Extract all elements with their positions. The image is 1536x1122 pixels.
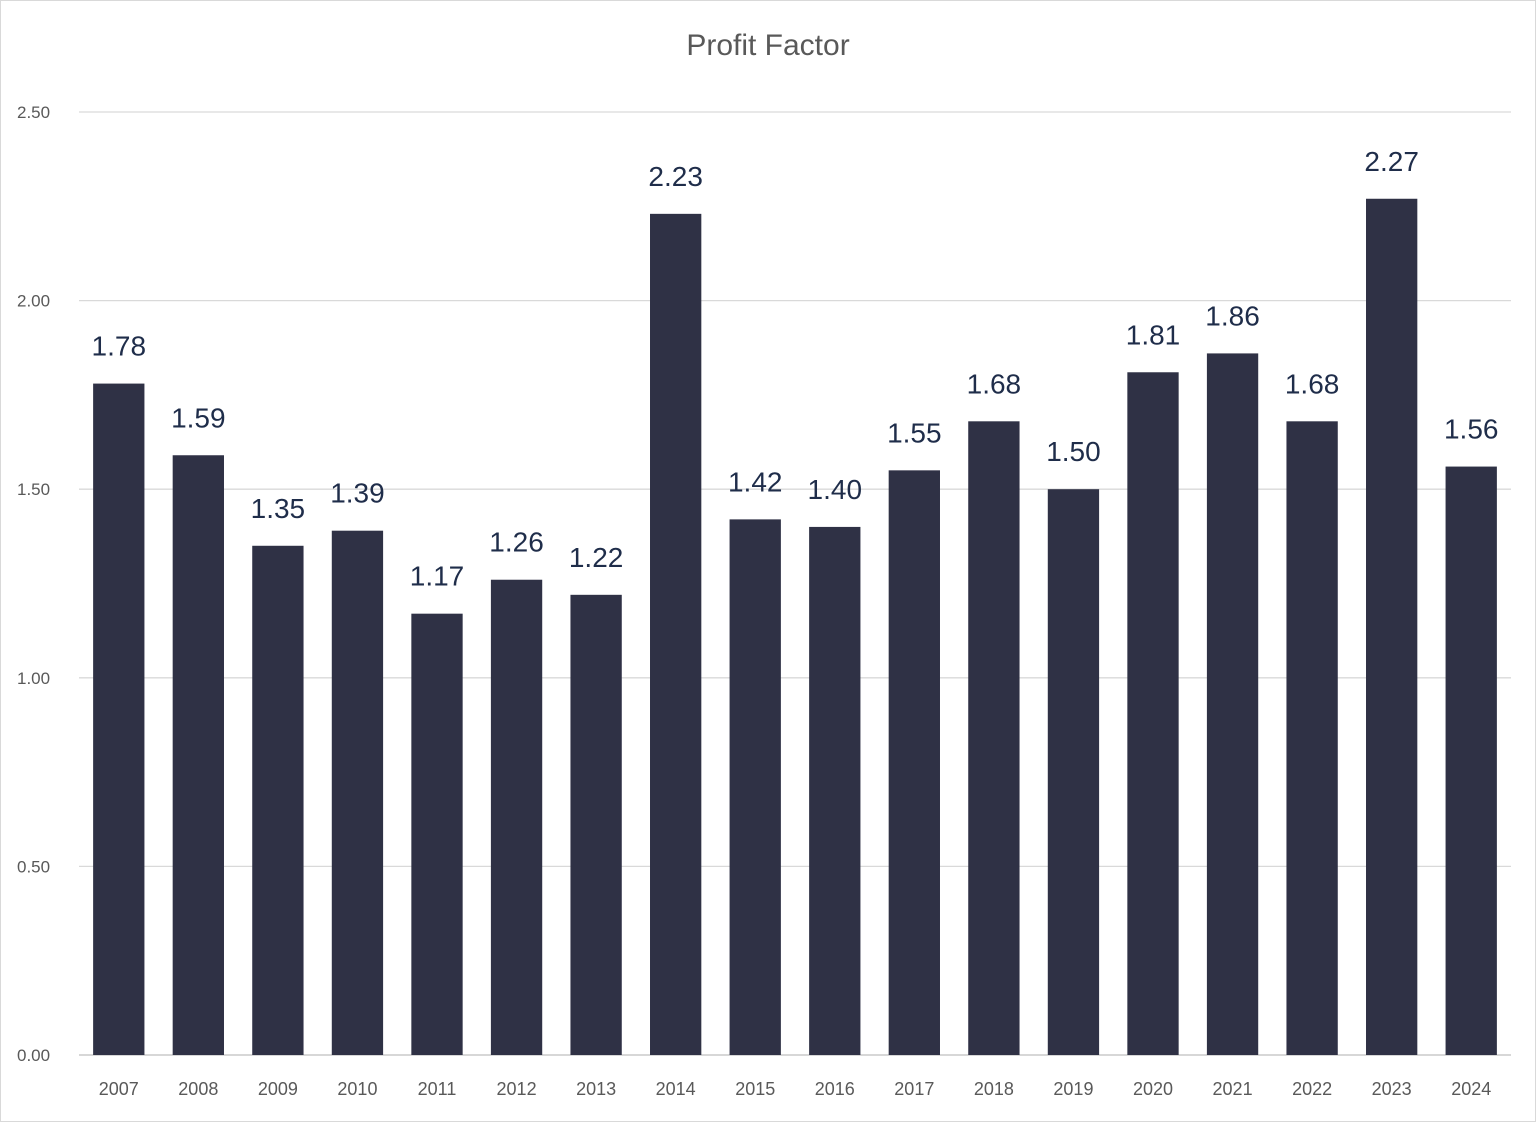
bar [570, 594, 622, 1055]
data-label: 1.59 [171, 402, 226, 433]
data-label: 1.81 [1126, 319, 1181, 350]
x-tick-label: 2019 [1053, 1079, 1093, 1099]
bar [411, 613, 463, 1055]
data-label: 1.26 [489, 527, 544, 558]
bar [93, 383, 145, 1056]
x-tick-label: 2020 [1133, 1079, 1173, 1099]
y-tick-label: 0.50 [17, 857, 50, 876]
data-label: 1.22 [569, 542, 624, 573]
x-tick-label: 2018 [974, 1079, 1014, 1099]
bar [1047, 489, 1100, 1055]
bar [1445, 466, 1497, 1055]
x-tick-label: 2011 [418, 1079, 457, 1099]
x-tick-label: 2024 [1451, 1079, 1491, 1099]
bar [888, 470, 940, 1056]
bar [1206, 353, 1259, 1056]
bar [809, 526, 861, 1055]
y-tick-label: 1.50 [17, 480, 50, 499]
data-label: 1.86 [1205, 300, 1260, 331]
x-tick-label: 2009 [258, 1079, 298, 1099]
x-tick-label: 2022 [1292, 1079, 1332, 1099]
x-tick-label: 2015 [735, 1079, 775, 1099]
x-tick-label: 2017 [894, 1079, 934, 1099]
bar [1286, 421, 1338, 1056]
data-label: 1.50 [1046, 436, 1101, 467]
bar [331, 530, 384, 1055]
x-tick-label: 2010 [337, 1079, 377, 1099]
bar [1127, 372, 1179, 1055]
y-tick-label: 2.50 [17, 103, 50, 122]
x-tick-label: 2007 [99, 1079, 139, 1099]
x-tick-label: 2012 [497, 1079, 537, 1099]
x-tick-label: 2016 [815, 1079, 855, 1099]
data-label: 1.68 [1285, 368, 1340, 399]
x-tick-label: 2013 [576, 1079, 616, 1099]
data-label: 1.55 [887, 417, 942, 448]
bar [650, 213, 702, 1055]
data-label: 1.68 [967, 368, 1022, 399]
x-tick-label: 2008 [178, 1079, 218, 1099]
bar [729, 519, 781, 1055]
bar [968, 421, 1020, 1056]
bar [490, 579, 543, 1055]
data-label: 2.27 [1364, 146, 1419, 177]
y-tick-label: 1.00 [17, 669, 50, 688]
data-label: 1.40 [808, 474, 863, 505]
x-tick-label: 2023 [1372, 1079, 1412, 1099]
data-label: 1.56 [1444, 414, 1499, 445]
x-tick-label: 2021 [1213, 1079, 1253, 1099]
data-label: 1.35 [251, 493, 306, 524]
data-label: 1.39 [330, 478, 385, 509]
chart-title: Profit Factor [686, 29, 850, 62]
bar [172, 455, 224, 1055]
bar [1366, 198, 1418, 1056]
data-label: 1.42 [728, 466, 783, 497]
y-tick-label: 0.00 [17, 1046, 50, 1065]
y-tick-label: 2.00 [17, 292, 50, 311]
data-label: 1.78 [92, 331, 147, 362]
bar [252, 545, 304, 1055]
data-label: 2.23 [648, 161, 703, 192]
data-label: 1.17 [410, 561, 465, 592]
x-tick-label: 2014 [656, 1079, 696, 1099]
